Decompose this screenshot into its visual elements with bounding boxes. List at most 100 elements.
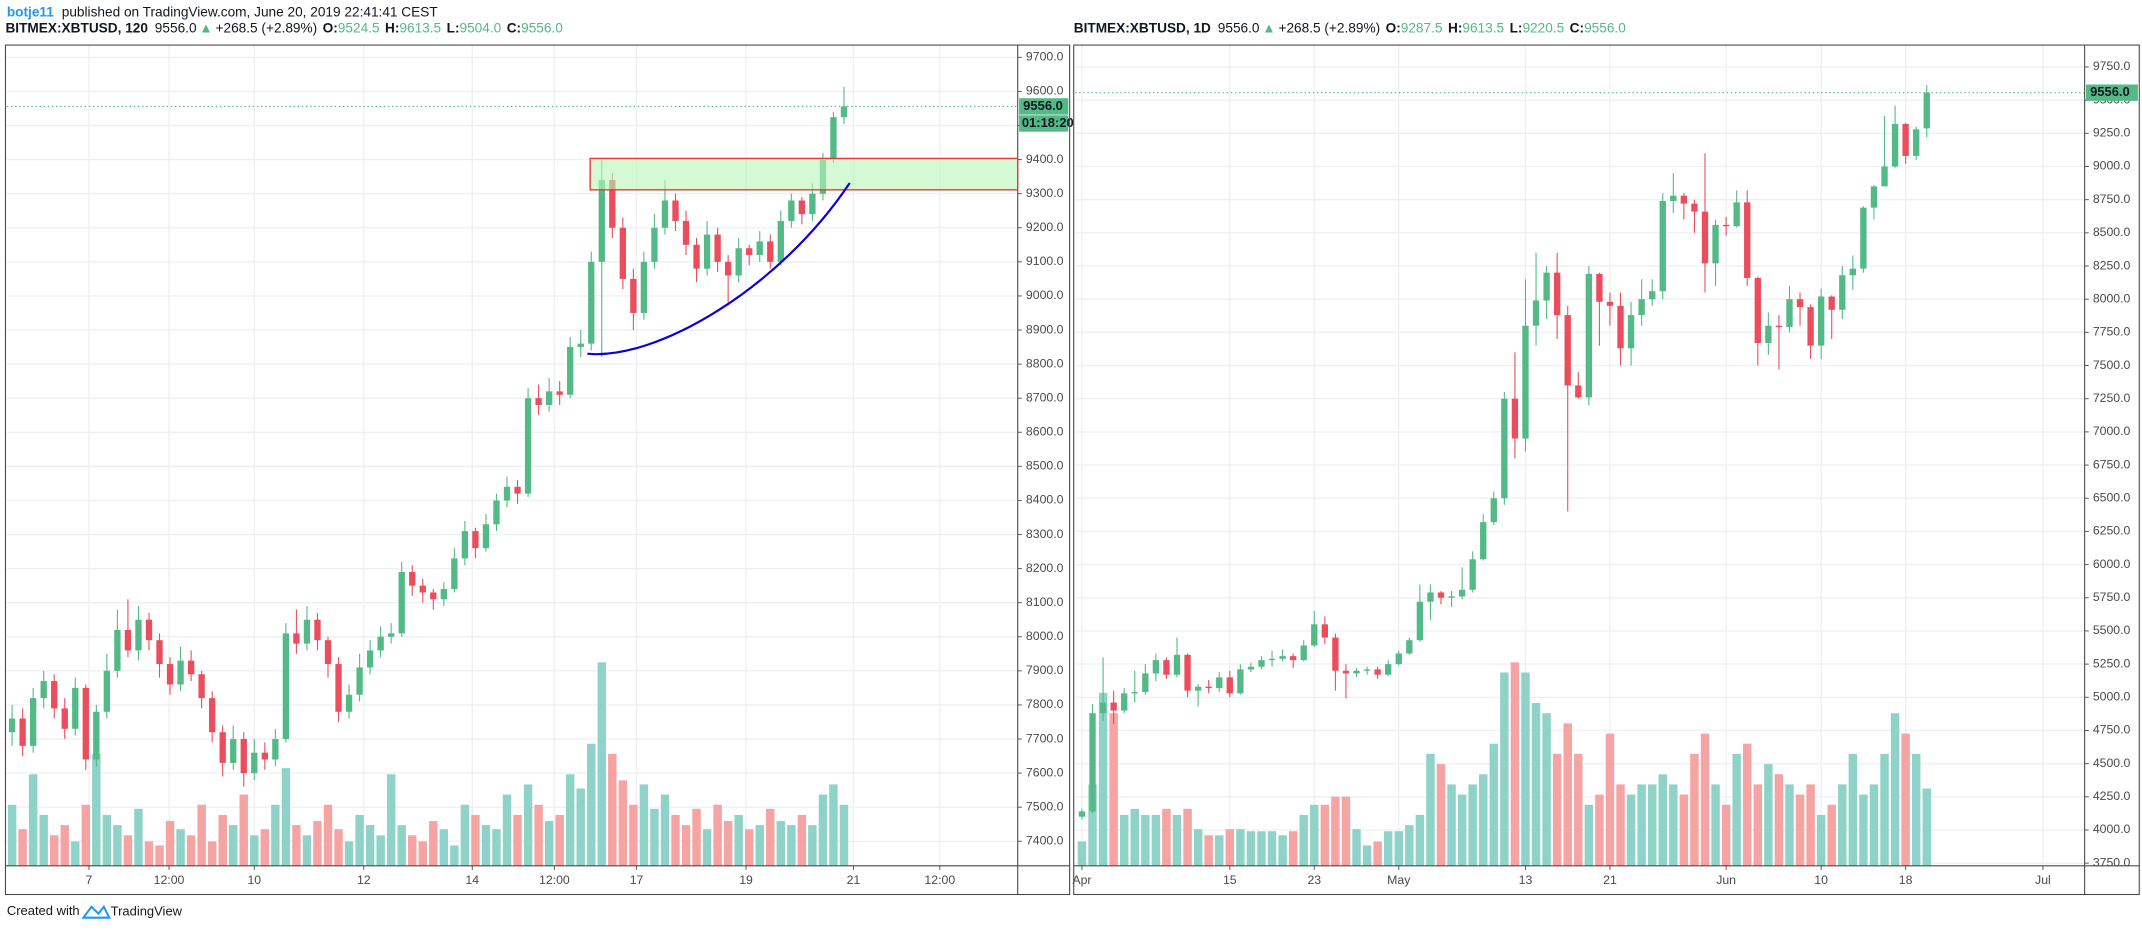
volume-bar — [1658, 774, 1667, 866]
y-tick-label: 6000.0 — [2093, 557, 2131, 571]
volume-bar — [1204, 835, 1213, 866]
volume-bar — [671, 814, 680, 866]
brand[interactable]: TradingView — [111, 904, 183, 919]
candle-body — [1575, 385, 1582, 398]
y-tick-label: 7500.0 — [1026, 799, 1064, 813]
candle-body — [1237, 669, 1244, 694]
volume-bar — [1310, 804, 1319, 866]
volume-bar — [60, 825, 69, 866]
y-tick-label: 7000.0 — [2093, 424, 2131, 438]
volume-bar — [1225, 829, 1235, 866]
legend-value: 9556.0 — [1584, 20, 1626, 35]
y-tick-label: 8600.0 — [1026, 425, 1064, 439]
y-tick-label: 6750.0 — [2093, 457, 2131, 471]
candle-body — [1089, 713, 1096, 812]
volume-bar — [1542, 713, 1551, 866]
volume-bar — [1552, 753, 1562, 866]
y-tick-label: 9100.0 — [1026, 254, 1064, 268]
volume-bar — [1774, 774, 1784, 866]
candle-body — [1775, 325, 1783, 328]
candle-body — [598, 180, 605, 262]
y-tick-label: 8400.0 — [1026, 493, 1064, 507]
candle-body — [1099, 702, 1107, 714]
candle-body — [356, 667, 363, 695]
candle-body — [524, 398, 532, 494]
volume-bar — [1489, 743, 1499, 866]
candle-body — [366, 650, 374, 668]
candle-body — [1385, 664, 1392, 675]
volume-bar — [565, 774, 575, 866]
candle-body — [1659, 200, 1666, 292]
legend-label: O: — [323, 20, 338, 35]
volume-bar — [1574, 753, 1583, 866]
candle-body — [314, 619, 321, 641]
candle-body — [1691, 203, 1698, 212]
volume-bar — [1806, 784, 1815, 866]
candle-body — [1870, 186, 1878, 208]
volume-bar — [1711, 784, 1720, 866]
volume-bar — [1162, 808, 1171, 866]
volume-bar — [1827, 804, 1836, 866]
volume-bar — [1215, 835, 1224, 866]
candle-body — [493, 500, 500, 525]
candle-body — [8, 718, 16, 733]
volume-bar — [439, 829, 449, 866]
volume-bar — [50, 835, 59, 866]
candle-body — [72, 687, 79, 729]
candle-body — [1923, 92, 1930, 129]
x-tick-label: 18 — [1899, 873, 1913, 887]
published: published on TradingView.com, June 20, 2… — [62, 4, 439, 19]
candle-body — [1300, 645, 1307, 661]
volume-bar — [1119, 814, 1129, 866]
candle-body — [1744, 202, 1751, 278]
volume-bar — [1743, 743, 1752, 866]
candle-body — [1163, 660, 1170, 675]
volume-bar — [313, 821, 322, 866]
volume-bar — [1193, 829, 1203, 866]
volume-bar — [355, 814, 364, 866]
x-tick-label: May — [1387, 873, 1411, 887]
volume-bar — [1257, 831, 1266, 866]
y-tick-label: 7900.0 — [1026, 663, 1064, 677]
volume-bar — [334, 829, 343, 866]
x-tick-label: Jun — [1716, 873, 1736, 887]
volume-bar — [1753, 784, 1763, 866]
candle-body — [1522, 325, 1529, 439]
candle-body — [461, 531, 469, 559]
y-tick-label: 9000.0 — [1026, 288, 1064, 302]
candle-body — [1480, 522, 1487, 560]
countdown-box — [1019, 115, 1069, 132]
volume-bar — [92, 753, 101, 866]
candle-body — [166, 664, 174, 685]
author[interactable]: botje11 — [7, 4, 54, 19]
candle-body — [1754, 277, 1761, 343]
y-tick-label: 9700.0 — [1026, 50, 1064, 64]
volume-bar — [1721, 804, 1731, 866]
zone-rectangle — [589, 157, 1019, 191]
candle-body — [398, 572, 405, 634]
volume-bar — [787, 825, 796, 866]
chart-panel: BITMEX:XBTUSD, 120 9556.0 ▲ +268.5 (+2.89%)… — [4, 20, 1074, 896]
candle-body — [209, 698, 216, 733]
candle-body — [1606, 301, 1614, 306]
countdown-label: 01:18:20 — [1022, 115, 1074, 130]
x-tick-label: 12 — [357, 873, 371, 887]
legend-label: H: — [385, 20, 399, 35]
y-tick-label: 4750.0 — [2093, 723, 2131, 737]
volume-bar — [755, 825, 764, 866]
x-tick-label: 12:00 — [539, 873, 570, 887]
candle-body — [1817, 296, 1825, 346]
candle-body — [1627, 315, 1635, 349]
volume-bar — [71, 841, 80, 866]
candle-body — [1152, 660, 1160, 674]
candle-body — [440, 589, 447, 600]
candle-body — [251, 752, 258, 774]
candle-body — [1828, 296, 1835, 310]
charts: BITMEX:XBTUSD, 120 9556.0 ▲ +268.5 (+2.89%)… — [4, 20, 2140, 896]
candle-body — [724, 261, 732, 276]
volume-bar — [660, 794, 670, 866]
volume-bar — [1331, 796, 1340, 866]
candle-body — [1289, 656, 1297, 661]
candle-body — [1670, 195, 1677, 201]
x-tick-label: 10 — [1814, 873, 1828, 887]
